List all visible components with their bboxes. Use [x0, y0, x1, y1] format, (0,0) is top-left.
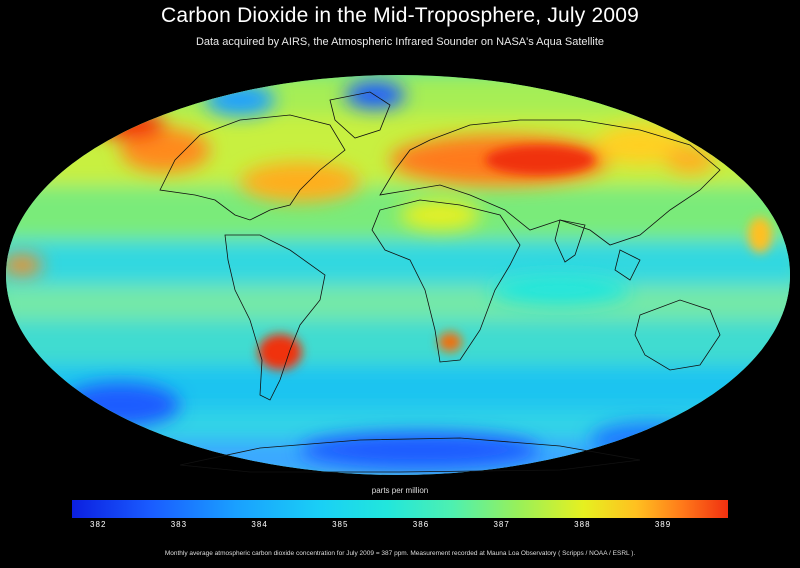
colorbar-tick: 386: [412, 520, 430, 529]
colorbar-tick: 389: [654, 520, 672, 529]
colorbar-tick: 382: [90, 520, 107, 529]
colorbar-tick: 388: [574, 520, 591, 529]
footnote: Monthly average atmospheric carbon dioxi…: [164, 550, 636, 557]
colorbar-tick: 384: [251, 520, 268, 529]
coastlines: [159, 91, 721, 473]
colorbar-label: parts per million: [371, 486, 429, 495]
colorbar: [72, 500, 728, 518]
page-title: Carbon Dioxide in the Mid-Troposphere, J…: [160, 4, 640, 27]
co2-field: [6, 75, 790, 475]
colorbar-tick: 383: [170, 520, 188, 529]
colorbar-ticks: 382 383 384 385 386 387 388 389: [72, 520, 728, 534]
colorbar-tick: 387: [493, 520, 510, 529]
page-subtitle: Data acquired by AIRS, the Atmospheric I…: [195, 36, 605, 48]
colorbar-tick: 385: [332, 520, 349, 529]
